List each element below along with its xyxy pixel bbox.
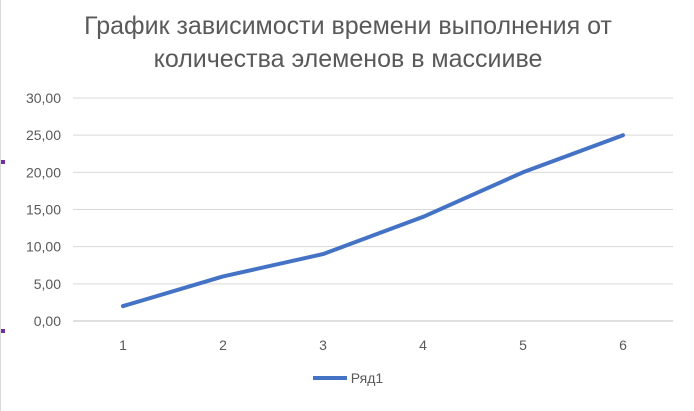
legend: Ряд1	[1, 370, 694, 386]
y-tick-label: 5,00	[34, 276, 61, 292]
x-tick-label: 1	[119, 337, 127, 353]
y-tick-label: 20,00	[26, 164, 61, 180]
x-tick-label: 5	[519, 337, 527, 353]
x-tick-label: 6	[619, 337, 627, 353]
y-tick-label: 0,00	[34, 313, 61, 329]
x-tick-label: 2	[219, 337, 227, 353]
y-tick-label: 30,00	[26, 90, 61, 106]
legend-series-swatch	[312, 376, 347, 381]
x-tick-label: 4	[419, 337, 427, 353]
y-tick-label: 25,00	[26, 127, 61, 143]
y-tick-label: 10,00	[26, 239, 61, 255]
series-line	[121, 133, 625, 309]
y-tick-label: 15,00	[26, 202, 61, 218]
chart-title: График зависимости времени выполнения от…	[84, 12, 612, 73]
x-tick-label: 3	[319, 337, 327, 353]
selection-handle-bottom[interactable]	[1, 329, 5, 333]
legend-series-label: Ряд1	[350, 370, 384, 386]
selection-handle-top[interactable]	[1, 160, 5, 164]
